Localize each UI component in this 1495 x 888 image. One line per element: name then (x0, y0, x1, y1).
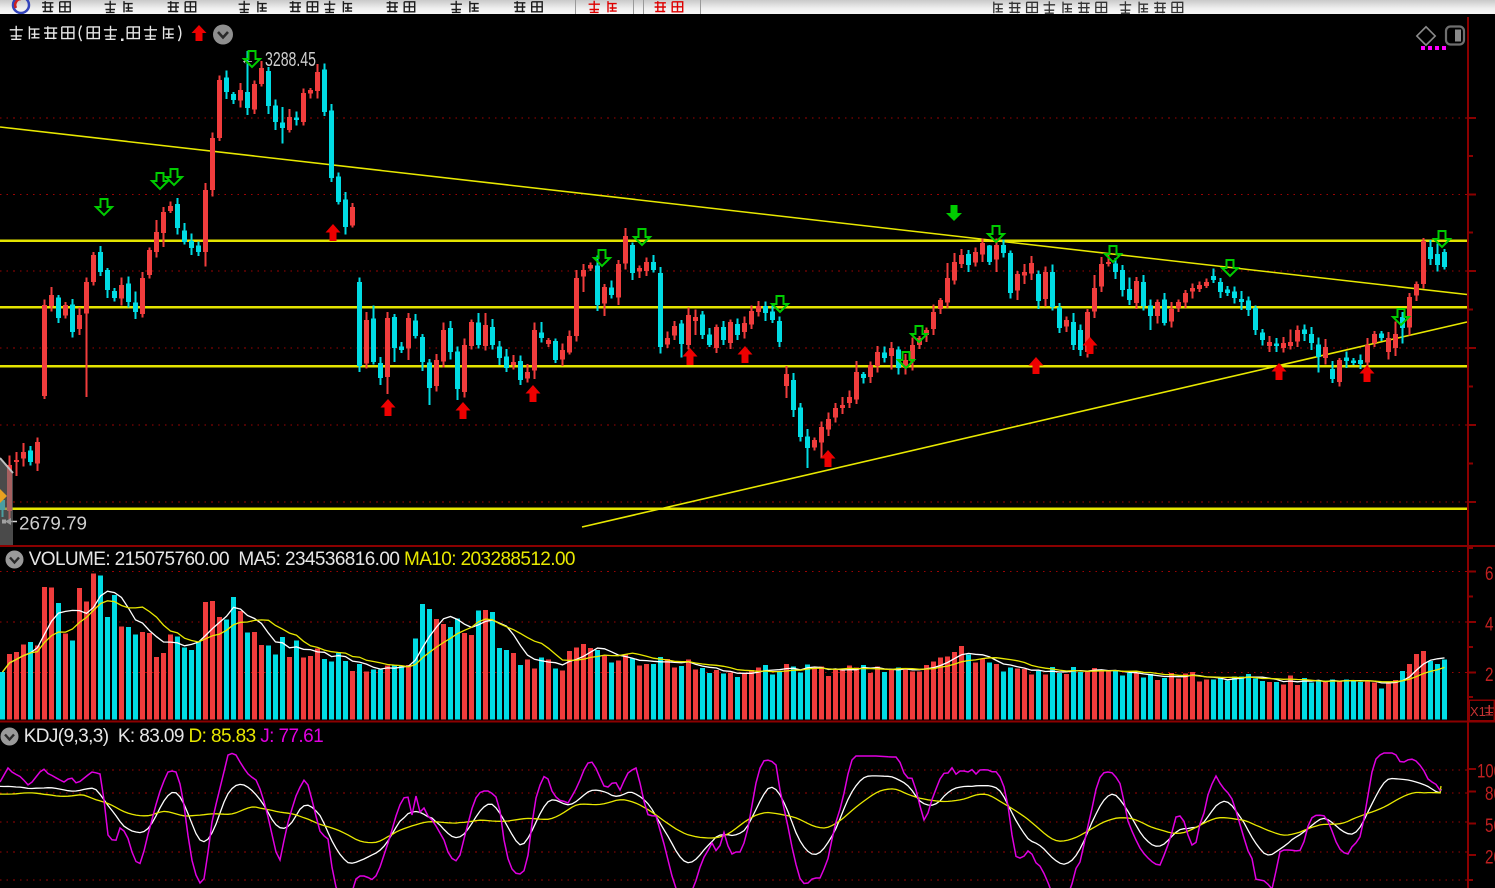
svg-text:20: 20 (1485, 847, 1495, 869)
svg-text:6: 6 (1485, 563, 1494, 585)
svg-text:100: 100 (1477, 761, 1495, 783)
svg-text:4: 4 (1485, 614, 1494, 636)
svg-text:2: 2 (1485, 664, 1494, 686)
svg-text:80: 80 (1485, 783, 1495, 805)
svg-text:X1: X1 (1470, 704, 1486, 719)
svg-text:50: 50 (1485, 815, 1495, 837)
svg-text:3288.45: 3288.45 (265, 49, 316, 71)
svg-text:2679.79: 2679.79 (19, 514, 87, 534)
